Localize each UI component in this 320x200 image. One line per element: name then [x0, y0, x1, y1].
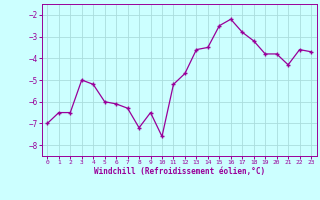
X-axis label: Windchill (Refroidissement éolien,°C): Windchill (Refroidissement éolien,°C): [94, 167, 265, 176]
